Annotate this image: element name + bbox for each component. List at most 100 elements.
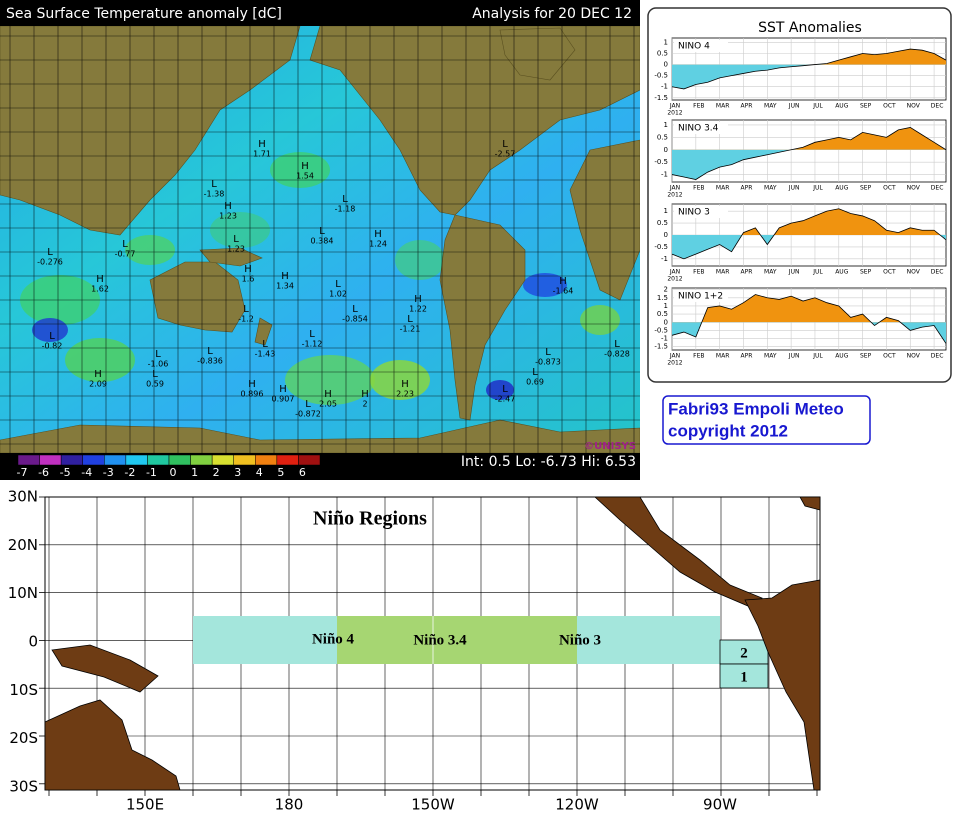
colorbar-label: -6	[38, 466, 49, 479]
y-tick-label: -1.5	[654, 94, 668, 102]
x-tick-label: JUL	[812, 185, 823, 192]
colorbar: -7 -6 -5 -4 -3 -2 -1 0 1 2 3 4 5 6	[17, 454, 321, 479]
center-value: -1.38	[204, 190, 225, 199]
lon-label: 150E	[126, 796, 164, 814]
x-tick-label: JUN	[788, 269, 800, 276]
center-letter: L	[152, 369, 158, 380]
y-tick-label: -1	[661, 335, 668, 343]
x-tick-label: JUL	[812, 269, 823, 276]
center-letter: H	[374, 229, 382, 240]
center-letter: H	[224, 201, 232, 212]
center-letter: L	[207, 346, 213, 357]
center-letter: H	[244, 264, 252, 275]
center-value: 1.23	[219, 212, 237, 221]
center-letter: L	[545, 347, 551, 358]
negative-area	[672, 64, 815, 89]
center-letter: L	[155, 349, 161, 360]
y-tick-label: 0	[664, 318, 668, 326]
chart-title: NINO 3	[678, 208, 710, 218]
nino-map-title: Niño Regions	[313, 508, 427, 530]
sst-map: H1.71L-1.38H1.23L-0.77L-0.276H1.62L1.23H…	[0, 26, 640, 453]
anomaly-patch	[125, 235, 175, 265]
center-value: 0.69	[526, 378, 544, 387]
colorbar-label: 4	[256, 466, 263, 479]
colorbar-swatch	[125, 454, 148, 466]
x-tick-label: MAY	[764, 185, 777, 192]
colorbar-label: -5	[60, 466, 71, 479]
center-letter: H	[414, 294, 422, 305]
year-label: 2012	[667, 276, 682, 283]
chart-title-bg	[674, 290, 728, 302]
x-tick-label: APR	[741, 269, 753, 276]
north-america	[799, 496, 821, 511]
y-tick-label: 0.5	[657, 133, 668, 141]
colorbar-swatch	[276, 454, 299, 466]
center-value: -0.276	[37, 258, 63, 267]
y-tick-label: 2	[664, 286, 668, 294]
anomaly-patch	[523, 273, 567, 297]
center-letter: L	[319, 226, 325, 237]
credit-line: copyright 2012	[668, 421, 788, 440]
region-label: 2	[740, 645, 748, 661]
center-letter: L	[309, 329, 315, 340]
y-tick-label: -1	[661, 171, 668, 179]
center-value: -1.64	[553, 287, 574, 296]
lat-label: 20N	[8, 536, 38, 554]
colorbar-label: -3	[103, 466, 114, 479]
center-letter: H	[401, 379, 409, 390]
x-tick-label: AUG	[835, 353, 848, 360]
x-tick-label: FEB	[693, 103, 704, 110]
x-tick-label: MAY	[764, 353, 777, 360]
x-tick-label: FEB	[693, 185, 704, 192]
x-tick-label: JUL	[812, 103, 823, 110]
sst-analysis-date: Analysis for 20 DEC 12	[472, 6, 632, 22]
region-label: Niño 4	[312, 631, 355, 647]
center-value: 2.05	[319, 400, 337, 409]
positive-area	[672, 294, 946, 323]
y-tick-label: 0.5	[657, 219, 668, 227]
new-guinea	[199, 247, 263, 267]
colorbar-swatch	[233, 454, 256, 466]
x-tick-label: AUG	[835, 185, 848, 192]
australia	[44, 699, 181, 791]
center-letter: H	[94, 369, 102, 380]
lat-label: 0	[28, 633, 38, 651]
x-tick-label: JAN	[669, 353, 680, 360]
positive-area	[672, 127, 946, 150]
center-value: -0.77	[115, 250, 136, 259]
colorbar-swatch	[82, 454, 105, 466]
x-tick-label: MAY	[764, 103, 777, 110]
anomaly-patch	[210, 212, 270, 248]
year-label: 2012	[667, 360, 682, 367]
center-value: -0.828	[604, 350, 630, 359]
anomaly-line	[671, 208, 947, 260]
chart-title: NINO 1+2	[678, 292, 723, 302]
center-value: -0.873	[535, 358, 561, 367]
year-label: 2012	[667, 110, 682, 117]
y-tick-label: -1	[661, 83, 668, 91]
center-value: -1.43	[255, 350, 276, 359]
lat-label: 10N	[8, 584, 38, 602]
colorbar-label: 1	[191, 466, 198, 479]
lon-label: 180	[275, 796, 304, 814]
sst-title: Sea Surface Temperature anomaly [dC]	[6, 6, 282, 22]
center-value: 1.54	[296, 172, 314, 181]
center-letter: L	[122, 239, 128, 250]
center-letter: L	[233, 234, 239, 245]
y-tick-label: 0	[664, 61, 668, 69]
y-tick-label: 1	[664, 38, 668, 46]
lon-label: 150W	[411, 796, 455, 814]
lat-label: 10S	[9, 681, 38, 699]
colorbar-label: -7	[17, 466, 28, 479]
center-value: 1.62	[91, 285, 109, 294]
anomaly-patch	[395, 240, 445, 280]
center-letter: L	[243, 304, 249, 315]
center-value: 0.384	[311, 237, 334, 246]
anomaly-patch	[285, 355, 375, 405]
x-tick-label: NOV	[907, 185, 921, 192]
center-letter: H	[281, 271, 289, 282]
x-tick-label: JUN	[788, 103, 800, 110]
anomaly-patch	[486, 380, 514, 400]
